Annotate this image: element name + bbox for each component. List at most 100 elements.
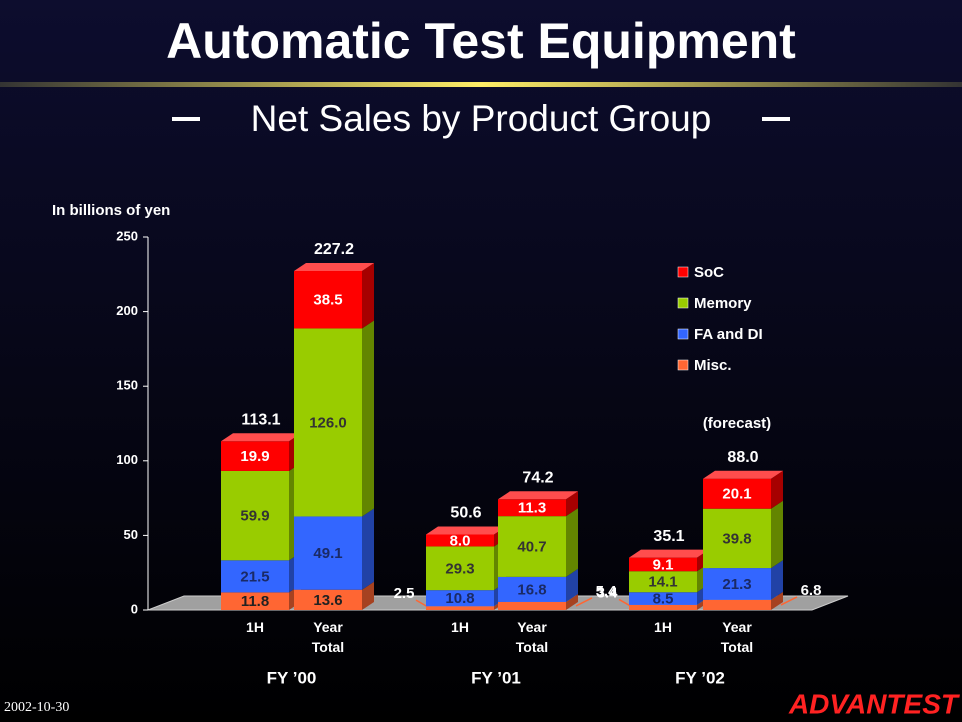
bar: [703, 508, 771, 569]
legend-label: Memory: [694, 295, 752, 312]
data-label: 21.3: [722, 576, 751, 593]
legend-swatch: [677, 266, 689, 278]
bar: [498, 576, 566, 602]
y-tick-label: 0: [131, 601, 138, 616]
legend-swatch: [677, 328, 689, 340]
title-rule: [0, 82, 962, 87]
bar: [629, 571, 697, 593]
leader-line: [780, 596, 798, 606]
data-label: 10.8: [445, 590, 474, 607]
data-label: 16.8: [517, 581, 546, 598]
data-label: 8.5: [653, 591, 674, 608]
leader-line: [575, 597, 593, 607]
x-tick-label: 1H: [451, 619, 469, 635]
leader-line: [618, 598, 634, 609]
data-label: 11.3: [518, 500, 546, 517]
data-label: 20.1: [722, 486, 751, 503]
data-label: 9.1: [653, 556, 674, 573]
legend-label: SoC: [694, 264, 724, 281]
data-label: 59.9: [240, 508, 269, 525]
annotation: (forecast): [703, 415, 771, 432]
bar-side: [362, 263, 374, 329]
y-tick-label: 150: [116, 378, 138, 393]
bar-top: [426, 526, 506, 535]
legend-swatch: [677, 297, 689, 309]
data-label: 13.6: [313, 592, 342, 609]
total-label: 227.2: [314, 241, 354, 258]
bar-side: [362, 320, 374, 517]
legend-label: Misc.: [694, 357, 732, 374]
legend-label: FA and DI: [694, 326, 763, 343]
total-label: 35.1: [653, 528, 684, 545]
bar-top: [498, 491, 578, 500]
bar: [426, 546, 494, 591]
group-label: FY ’00: [267, 668, 317, 687]
bar: [221, 560, 289, 593]
logo: ADVANTEST: [788, 688, 961, 719]
bar: [498, 601, 566, 610]
bar: [629, 604, 697, 610]
x-tick-label: Year Total: [721, 619, 753, 655]
bar-side: [362, 508, 374, 590]
bar: [426, 590, 494, 607]
data-label: 38.5: [313, 292, 342, 309]
bar: [294, 271, 362, 329]
bar: [703, 599, 771, 610]
data-label: 2.5: [394, 585, 415, 602]
x-tick-label: Year Total: [312, 619, 344, 655]
bar: [703, 478, 771, 509]
legend-swatch: [677, 359, 689, 371]
bar: [426, 534, 494, 547]
x-tick-label: 1H: [246, 619, 264, 635]
bar: [498, 516, 566, 577]
bar: [629, 592, 697, 605]
bar: [221, 441, 289, 471]
y-tick-label: 50: [124, 527, 138, 542]
bar-side: [566, 568, 578, 602]
bar: [294, 516, 362, 590]
bar-side: [566, 508, 578, 577]
subtitle: Net Sales by Product Group: [251, 98, 712, 139]
bar-top: [703, 470, 783, 479]
bar-side: [566, 491, 578, 517]
bar-top: [294, 263, 374, 272]
bar: [498, 499, 566, 517]
data-label: 3.4: [597, 584, 619, 601]
bar-side: [566, 593, 578, 610]
bar: [294, 328, 362, 517]
bar: [294, 589, 362, 610]
data-label: 11.8: [241, 593, 269, 610]
data-label: 29.3: [445, 560, 474, 577]
data-label: 6.8: [801, 582, 822, 599]
x-tick-label: Year Total: [516, 619, 548, 655]
bar: [221, 592, 289, 610]
y-axis-label: In billions of yen: [52, 202, 170, 219]
data-label: 14.1: [648, 574, 677, 591]
bar-side: [771, 560, 783, 600]
data-label: 19.9: [240, 448, 269, 465]
bar: [221, 470, 289, 561]
bar: [703, 568, 771, 600]
y-tick-label: 200: [116, 303, 138, 318]
data-label: 39.8: [722, 530, 751, 547]
total-label: 88.0: [727, 449, 758, 466]
data-label: 126.0: [309, 414, 347, 431]
data-label: 21.5: [240, 568, 269, 585]
data-label: 40.7: [517, 538, 546, 555]
bar-top: [221, 433, 301, 442]
data-label: 5.4: [596, 583, 618, 600]
data-label: 8.0: [450, 532, 471, 549]
bar: [426, 606, 494, 610]
x-tick-label: 1H: [654, 619, 672, 635]
group-label: FY ’02: [675, 668, 725, 687]
bar-side: [771, 470, 783, 509]
group-label: FY ’01: [471, 668, 521, 687]
leader-line: [415, 599, 431, 609]
y-tick-label: 100: [116, 452, 138, 467]
footer-date: 2002-10-30: [4, 700, 69, 715]
y-tick-label: 250: [116, 228, 138, 243]
data-label: 49.1: [313, 545, 342, 562]
title: Automatic Test Equipment: [166, 13, 796, 69]
bar-side: [771, 500, 783, 569]
